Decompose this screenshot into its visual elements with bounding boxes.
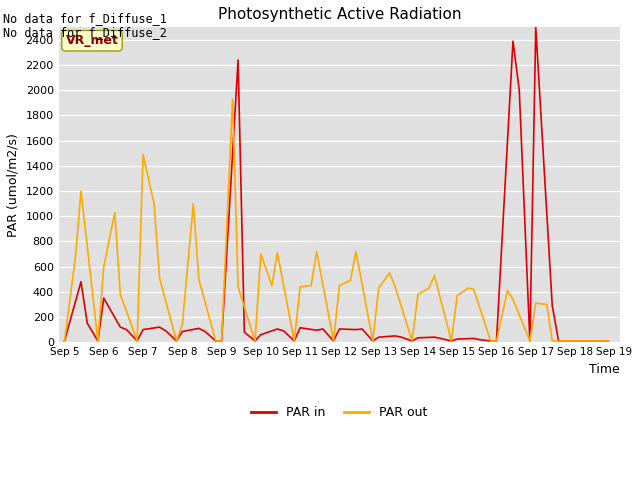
PAR out xyxy=(408,338,416,344)
Text: VR_met: VR_met xyxy=(65,34,118,47)
PAR out xyxy=(268,283,276,288)
PAR out xyxy=(487,338,495,344)
PAR in xyxy=(605,338,612,344)
PAR in xyxy=(532,24,540,30)
PAR in xyxy=(414,335,422,341)
PAR out xyxy=(72,253,79,259)
PAR in xyxy=(61,338,68,344)
Line: PAR out: PAR out xyxy=(65,99,609,341)
PAR in xyxy=(77,279,85,285)
PAR out xyxy=(425,285,433,291)
Y-axis label: PAR (umol/m2/s): PAR (umol/m2/s) xyxy=(7,133,20,237)
PAR in xyxy=(476,337,484,343)
Legend: PAR in, PAR out: PAR in, PAR out xyxy=(246,401,433,424)
Text: No data for f_Diffuse_1: No data for f_Diffuse_1 xyxy=(3,12,167,25)
Text: No data for f_Diffuse_2: No data for f_Diffuse_2 xyxy=(3,26,167,39)
Title: Photosynthetic Active Radiation: Photosynthetic Active Radiation xyxy=(218,7,461,22)
Line: PAR in: PAR in xyxy=(65,27,609,341)
PAR in xyxy=(397,334,405,340)
PAR out xyxy=(375,285,383,291)
PAR in xyxy=(369,338,376,344)
PAR out xyxy=(228,96,236,102)
X-axis label: Time: Time xyxy=(589,362,620,376)
PAR out xyxy=(61,338,68,344)
PAR in xyxy=(257,332,265,337)
PAR out xyxy=(605,338,612,344)
